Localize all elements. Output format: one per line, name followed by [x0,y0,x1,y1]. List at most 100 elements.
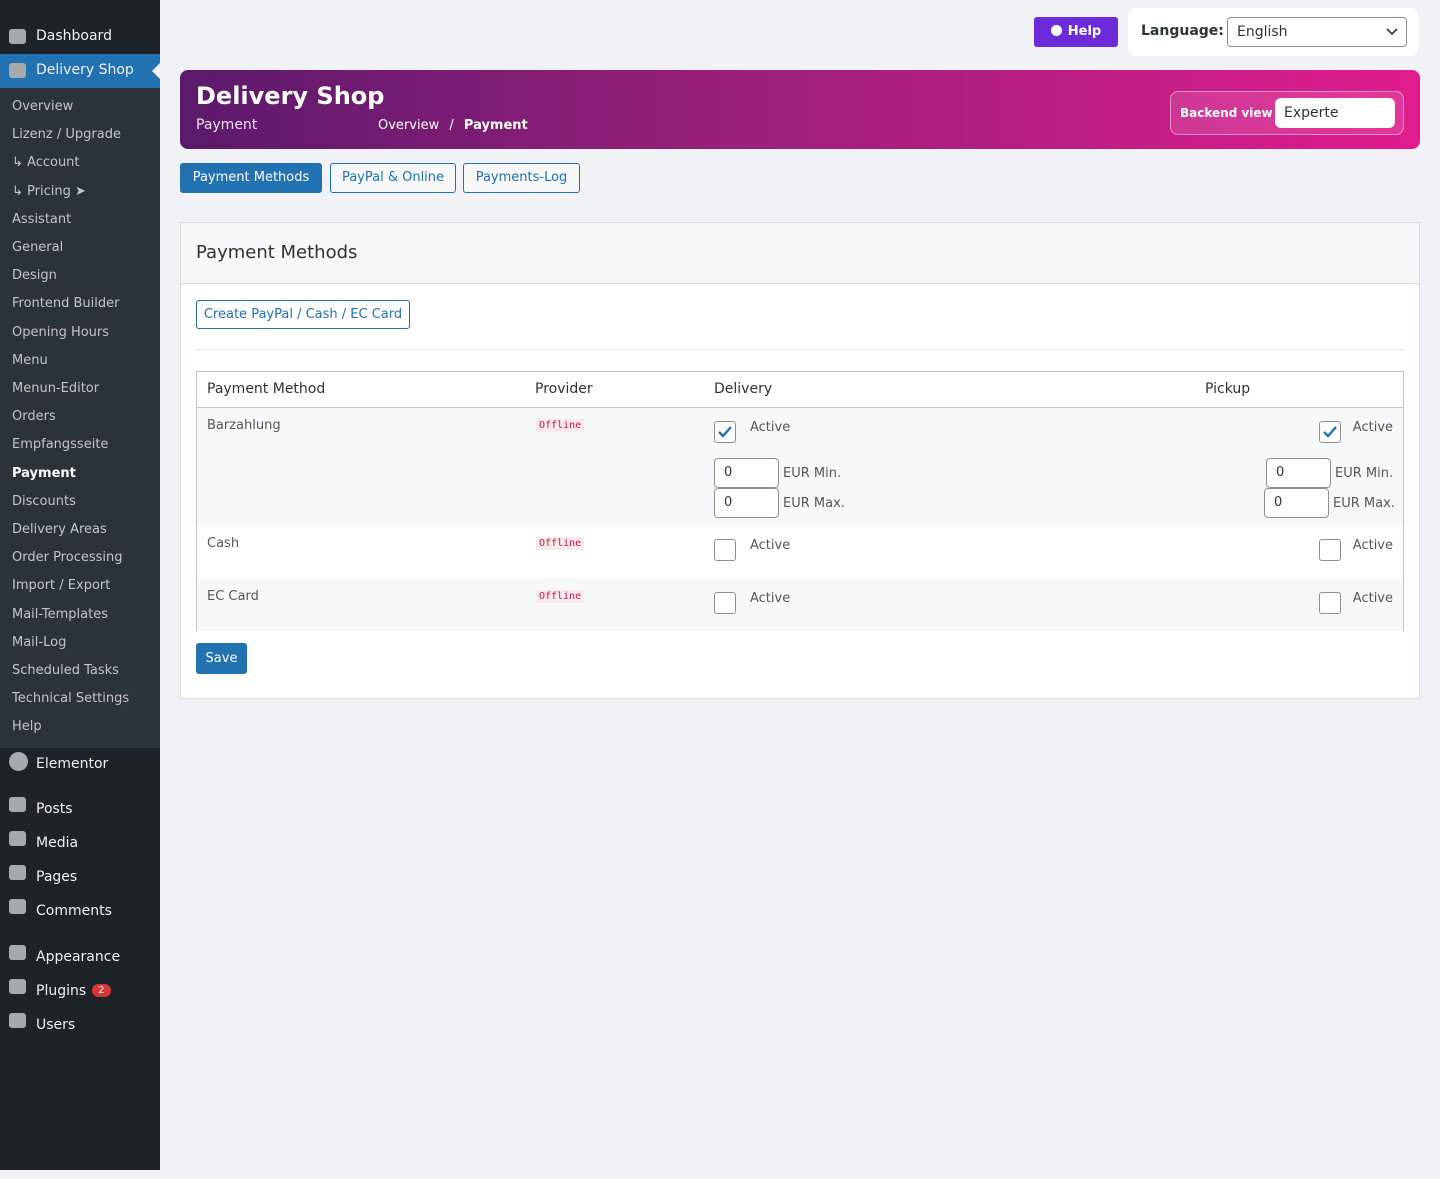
checkbox[interactable] [714,592,736,614]
menu-item[interactable]: Delivery Shop [36,62,134,78]
submenu-item[interactable]: Scheduled Tasks [12,663,119,678]
submenu-item[interactable]: Mail-Templates [12,606,108,622]
tab[interactable]: Payments-Log [463,163,580,193]
submenu-item[interactable]: ↳ Account [12,155,80,171]
input-suffix: EUR Max. [783,496,845,511]
submenu-item[interactable]: Delivery Areas [12,522,107,537]
submenu-item[interactable]: Design [12,268,57,284]
menu-item[interactable]: Plugins 2 [36,983,111,999]
table-row [197,526,1403,579]
menu-label: Elementor [36,756,109,772]
breadcrumb-separator: / [449,118,454,133]
menu-item[interactable]: Pages [36,869,77,885]
submenu-item[interactable]: Lizenz / Upgrade [12,127,121,143]
submenu-item[interactable]: Assistant [12,211,72,227]
menu-icon [9,29,26,44]
tab[interactable]: Payment Methods [180,163,322,193]
update-badge: 2 [92,984,111,997]
help-button[interactable]: Help [1034,17,1118,47]
card-header: Payment Methods [181,223,1419,284]
checkbox[interactable] [714,421,736,443]
column-header: Payment Method [207,381,326,397]
submenu-item[interactable]: Orders [12,409,56,425]
checkbox[interactable] [714,539,736,561]
backend-view-select[interactable]: Experte [1275,98,1395,128]
language-select[interactable]: English [1227,17,1407,47]
input-suffix: EUR Min. [1335,466,1394,481]
active-label: Active [750,538,791,553]
menu-icon [9,865,26,880]
menu-label: Media [36,835,79,851]
menu-label: Plugins [36,983,87,999]
menu-item[interactable]: Appearance [36,949,120,965]
menu-item[interactable]: Media [36,835,78,851]
active-label: Active [1352,420,1393,435]
checkbox[interactable] [1319,592,1341,614]
column-header: Pickup [1205,381,1251,397]
column-header: Delivery [714,381,773,397]
breadcrumb-link[interactable]: Overview [378,118,440,133]
provider-tag: Offline [536,537,585,550]
header-title: Delivery Shop [196,82,385,110]
breadcrumb: Overview / Payment [378,118,528,133]
menu-icon [9,945,26,960]
submenu-item[interactable]: Payment [12,465,76,481]
menu-label: Pages [36,869,78,885]
menu-icon [9,752,28,771]
submenu-item[interactable]: Overview [12,99,74,114]
submenu-item[interactable]: Frontend Builder [12,296,120,312]
submenu-item[interactable]: Menun-Editor [12,381,100,396]
submenu-item[interactable]: Help [12,719,42,735]
method-name: EC Card [207,589,259,604]
payment-table: Payment Method Provider Delivery Pickup Barz… [196,371,1404,631]
admin-sidebar: Dashboard Delivery Shop Overview Lizenz / U… [0,0,160,1170]
submenu-item[interactable]: Menu [12,352,48,368]
submenu-item[interactable]: Technical Settings [12,691,130,707]
number-input[interactable]: 0 [714,458,779,488]
active-label: Active [1352,538,1393,553]
number-input[interactable]: 0 [1264,488,1329,518]
submenu-item[interactable]: Discounts [12,493,76,509]
checkbox[interactable] [1319,539,1341,561]
submenu-item[interactable]: ↳ Pricing ➤ [12,183,86,199]
submenu [0,88,160,748]
submenu-item[interactable]: Mail-Log [12,634,67,650]
active-arrow [152,63,160,79]
active-label: Active [750,420,791,435]
save-button[interactable]: Save [196,643,247,674]
provider-tag: Offline [536,590,585,603]
number-input[interactable]: 0 [1266,458,1331,488]
menu-item[interactable]: Dashboard [36,28,112,44]
backend-view: Backend view Experte [1170,91,1404,135]
menu-item[interactable]: Elementor [36,756,108,772]
method-name: Barzahlung [207,418,281,433]
card-title: Payment Methods [196,242,358,263]
submenu-item[interactable]: Order Processing [12,550,123,566]
menu-item[interactable]: Comments [36,903,112,919]
submenu-item[interactable]: Opening Hours [12,324,110,340]
submenu-item[interactable]: Empfangsseite [12,437,109,453]
number-input[interactable]: 0 [714,488,779,518]
input-suffix: EUR Max. [1333,496,1395,511]
menu-item[interactable]: Users [36,1017,75,1033]
tab[interactable]: PayPal & Online [330,163,456,193]
menu-icon [9,831,26,846]
backend-view-label: Backend view [1180,106,1273,120]
input-suffix: EUR Min. [783,466,842,481]
checkbox[interactable] [1319,421,1341,443]
divider [196,349,1404,350]
submenu-item[interactable]: General [12,240,64,255]
menu-icon [9,979,26,994]
header-subtitle: Payment [196,117,258,133]
active-label: Active [1352,591,1393,606]
language-label: Language: [1141,23,1224,39]
submenu-item[interactable]: Import / Export [12,578,111,594]
column-header: Provider [535,381,593,397]
active-label: Active [750,591,791,606]
table-row [197,408,1403,526]
create-button[interactable]: Create PayPal / Cash / EC Card [196,300,410,329]
menu-item[interactable]: Posts [36,801,73,817]
menu-label: Users [36,1017,76,1033]
menu-label: Comments [36,903,112,919]
